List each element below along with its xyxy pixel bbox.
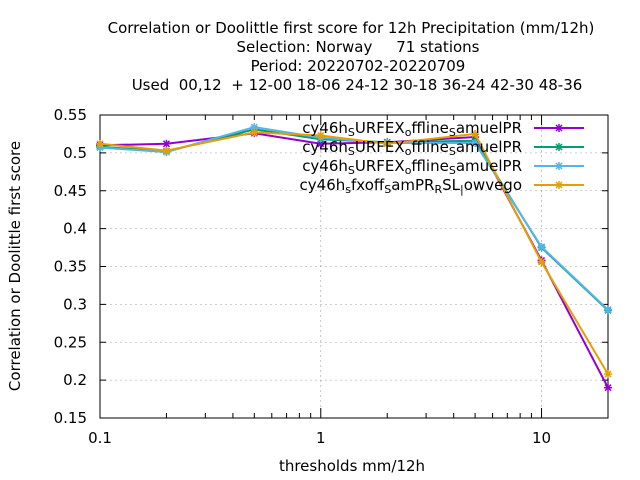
chart-title: Correlation or Doolittle first score for…	[108, 19, 595, 94]
legend: cy46hSURFEXofflineSamuelPRcy46hSURFEXoff…	[300, 119, 584, 196]
y-tick-label: 0.2	[63, 371, 87, 389]
x-tick-label: 1	[316, 429, 326, 447]
title-line-2: Selection: Norway 71 stations	[237, 38, 480, 56]
legend-item-1: cy46hSURFEXofflineSamuelPR	[302, 119, 584, 139]
data-point	[162, 146, 171, 155]
legend-label: cy46hSURFEXofflineSamuelPR	[302, 138, 522, 158]
data-point	[250, 123, 259, 132]
y-tick-label: 0.25	[54, 333, 87, 351]
legend-item-3: cy46hSURFEXofflineSamuelPR	[302, 157, 584, 177]
y-axis-label: Correlation or Doolittle first score	[6, 141, 24, 391]
legend-label: cy46hSURFEXofflineSamuelPR	[302, 119, 522, 139]
data-point	[471, 129, 480, 138]
legend-label: cy46hSURFEXofflineSamuelPR	[302, 157, 522, 177]
data-point	[162, 139, 171, 148]
title-line-3: Period: 20220702-20220709	[251, 57, 466, 75]
data-point	[604, 370, 612, 379]
axis-ticks	[99, 114, 608, 419]
data-point	[537, 257, 546, 266]
y-tick-label: 0.3	[63, 295, 87, 313]
x-tick-label: 10	[532, 429, 551, 447]
legend-item-2: cy46hSURFEXofflineSamuelPR	[302, 138, 584, 158]
y-tick-label: 0.35	[54, 258, 87, 276]
y-tick-label: 0.45	[54, 182, 87, 200]
legend-label: cy46hsfxoffSamPRRSL|owvego	[300, 176, 522, 196]
y-tick-label: 0.4	[63, 220, 87, 238]
x-axis-label: thresholds mm/12h	[279, 457, 425, 475]
title-line-1: Correlation or Doolittle first score for…	[108, 19, 595, 37]
legend-item-4: cy46hsfxoffSamPRRSL|owvego	[300, 176, 584, 196]
y-tick-label: 0.5	[63, 144, 87, 162]
series-group	[96, 123, 612, 392]
data-point	[316, 131, 325, 140]
data-point	[537, 242, 546, 251]
series-4	[96, 128, 612, 379]
data-point	[471, 139, 480, 148]
y-tick-label: 0.15	[54, 409, 87, 427]
series-line	[99, 131, 609, 375]
title-line-4: Used 00,12 + 12-00 18-06 24-12 30-18 36-…	[132, 76, 583, 94]
data-point	[383, 139, 392, 148]
data-point	[604, 305, 612, 314]
x-tick-label: 0.1	[88, 429, 112, 447]
y-tick-label: 0.55	[54, 106, 87, 124]
data-point	[250, 128, 259, 137]
tick-labels: 0.15 0.2 0.25 0.3 0.35 0.4 0.45 0.5 0.55 0.1 1 10	[54, 106, 551, 447]
data-point	[604, 383, 612, 392]
data-point	[96, 139, 104, 148]
